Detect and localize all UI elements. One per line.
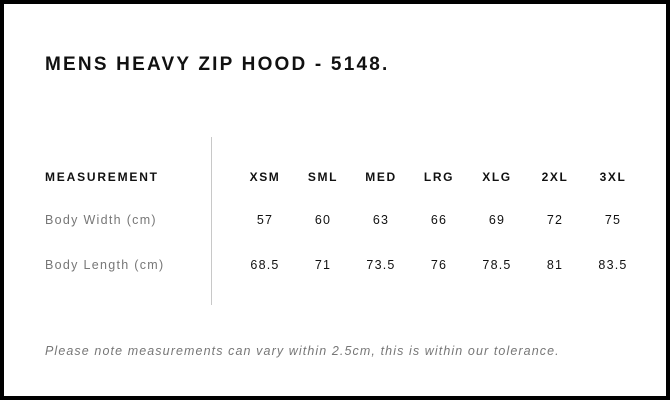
table-cell: 63 — [372, 213, 390, 227]
table-cell: 60 — [314, 213, 332, 227]
size-header: LRG — [423, 170, 455, 184]
table-cell: 57 — [256, 213, 274, 227]
table-cell: 81 — [546, 258, 564, 272]
table-cell: 66 — [430, 213, 448, 227]
table-cell: 75 — [604, 213, 622, 227]
table-cell: 73.5 — [366, 258, 396, 272]
tolerance-note: Please note measurements can vary within… — [45, 344, 560, 358]
size-header: XLG — [482, 170, 512, 184]
table-cell: 69 — [488, 213, 506, 227]
table-cell: 72 — [546, 213, 564, 227]
size-header: 2XL — [541, 170, 569, 184]
table-cell: 78.5 — [482, 258, 512, 272]
table-cell: 76 — [430, 258, 448, 272]
size-chart-card: MENS HEAVY ZIP HOOD - 5148. MEASUREMENT X… — [4, 4, 666, 396]
column-divider — [211, 137, 212, 305]
table-cell: 83.5 — [598, 258, 628, 272]
size-header: SML — [307, 170, 339, 184]
size-header: MED — [365, 170, 397, 184]
table-cell: 71 — [314, 258, 332, 272]
table-cell: 68.5 — [250, 258, 280, 272]
measurement-header: MEASUREMENT — [45, 170, 159, 184]
row-label: Body Length (cm) — [45, 258, 165, 272]
page-title: MENS HEAVY ZIP HOOD - 5148. — [45, 54, 390, 75]
size-header: 3XL — [599, 170, 627, 184]
row-label: Body Width (cm) — [45, 213, 157, 227]
size-header: XSM — [249, 170, 281, 184]
